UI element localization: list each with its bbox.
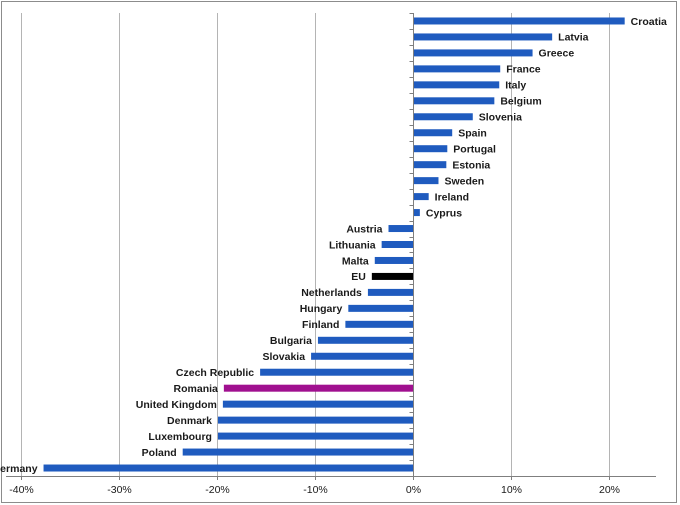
bar [413, 81, 500, 89]
category-label: Croatia [631, 16, 667, 28]
category-label: Austria [346, 223, 382, 235]
bar [317, 336, 413, 344]
bar [413, 49, 533, 57]
x-tick-label: -10% [303, 484, 328, 496]
bar [413, 113, 473, 121]
category-label: Cyprus [426, 207, 462, 219]
bar [381, 241, 413, 248]
category-label: Malta [342, 255, 369, 267]
bar [223, 384, 413, 392]
category-label: Romania [174, 383, 219, 395]
bar [413, 161, 447, 169]
bar [413, 145, 448, 153]
category-label: Netherlands [301, 287, 362, 299]
gridlines [21, 13, 610, 476]
category-label: United Kingdom [136, 399, 217, 411]
category-label: Sweden [444, 175, 484, 187]
bar [388, 225, 413, 233]
x-tick-label: 0% [406, 484, 421, 496]
category-label: Slovakia [262, 351, 305, 363]
bar [367, 288, 413, 296]
bars [43, 17, 625, 472]
bar [413, 65, 501, 73]
category-label: Bulgaria [270, 335, 312, 347]
bar [217, 432, 413, 440]
category-label: Poland [142, 447, 177, 459]
category-label: Slovenia [479, 112, 522, 124]
x-tick-label: -20% [205, 484, 230, 496]
bar [413, 97, 495, 105]
category-label: Estonia [452, 159, 490, 171]
category-label: Belgium [500, 96, 541, 108]
x-axis: -40% -30% -20% -10% 0% 10% 20% [6, 13, 656, 496]
category-label: Portugal [453, 144, 496, 156]
bar [374, 256, 413, 264]
bar [217, 416, 413, 424]
bar [413, 209, 420, 217]
category-label: Latvia [558, 32, 589, 44]
category-label: Germany [0, 463, 38, 475]
bar [311, 352, 413, 360]
bar [222, 400, 413, 408]
category-label: Italy [505, 80, 526, 92]
bar [260, 368, 413, 376]
bar [182, 448, 413, 456]
category-label: Luxembourg [148, 431, 212, 443]
category-labels: Croatia Latvia Greece France Italy Belgium Slo… [0, 16, 667, 475]
category-label: Lithuania [329, 239, 376, 251]
category-label: Denmark [167, 415, 212, 427]
bar [413, 33, 553, 41]
bar [413, 177, 439, 185]
x-tick-label: -30% [107, 484, 132, 496]
category-label: Spain [458, 128, 487, 140]
bar [43, 464, 413, 472]
category-label: Czech Republic [176, 367, 254, 379]
category-label: Greece [539, 48, 575, 60]
bar [413, 193, 429, 201]
bar [345, 320, 413, 328]
x-tick-label: -40% [9, 484, 34, 496]
bar [348, 304, 413, 312]
x-tick-label: 20% [599, 484, 620, 496]
category-label: France [506, 64, 541, 76]
category-label: Finland [302, 319, 339, 331]
category-label: Hungary [300, 303, 343, 315]
category-label: Ireland [435, 191, 469, 203]
bar [413, 17, 625, 25]
category-label: EU [351, 271, 366, 283]
bar [413, 129, 453, 137]
bar [371, 272, 413, 280]
x-tick-label: 10% [501, 484, 522, 496]
